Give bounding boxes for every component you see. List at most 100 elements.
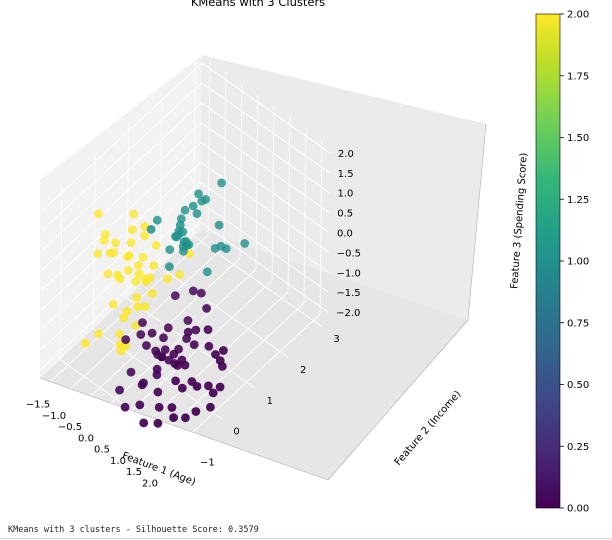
scatter-point	[134, 269, 144, 279]
scatter-point	[132, 292, 142, 302]
scatter-point	[94, 209, 103, 219]
scatter-point	[126, 367, 136, 377]
scatter-point	[126, 238, 136, 248]
gridline	[40, 142, 202, 291]
scatter-point	[137, 380, 147, 390]
scatter-point	[218, 362, 227, 371]
scatter-point	[123, 266, 133, 275]
scatter-point	[165, 262, 174, 271]
gridline	[40, 162, 202, 311]
scatter-point	[204, 341, 214, 351]
z-tick-label: 0.0	[337, 229, 353, 240]
colorbar-tick-label: 0.75	[567, 318, 589, 329]
gridline	[159, 314, 321, 463]
z-tick-label: −1.0	[337, 268, 361, 279]
scatter-point	[131, 277, 141, 286]
gridline	[199, 221, 329, 313]
scatter-point	[94, 329, 103, 339]
scatter-point	[171, 232, 180, 241]
scatter-point	[149, 261, 159, 270]
y-tick-label: 0	[233, 427, 239, 438]
scatter-point	[204, 381, 213, 391]
x-tick-label: 0.5	[94, 445, 110, 456]
colorbar-tick-label: 0.25	[567, 442, 589, 453]
scatter-point	[202, 267, 212, 277]
colorbar-tick-label: 1.00	[567, 257, 589, 268]
scatter-point	[180, 205, 190, 215]
colorbar-tick-label: 1.75	[567, 71, 589, 82]
scatter-point	[217, 178, 227, 188]
scatter-point	[140, 231, 150, 241]
scatter-point	[211, 350, 220, 359]
scatter-point	[111, 238, 120, 248]
scatter-point	[131, 321, 141, 330]
scatter-point	[152, 370, 162, 380]
scatter-point	[123, 252, 133, 262]
scatter-point	[171, 376, 181, 386]
axis-edges	[39, 123, 487, 481]
x-tick-label: −0.5	[58, 422, 82, 433]
scatter-point	[151, 346, 161, 356]
scatter-point	[192, 209, 202, 219]
gridline	[201, 62, 331, 154]
scatter-point	[163, 323, 173, 333]
scatter-point	[192, 382, 202, 391]
y-axis-label: Feature 2 (Income)	[393, 389, 464, 468]
scatter-point	[139, 418, 149, 428]
scatter-point	[169, 413, 179, 422]
gridline	[41, 62, 203, 212]
scatter-point	[188, 201, 198, 211]
x-tick-label: 1.0	[110, 456, 126, 467]
gridline	[200, 122, 330, 213]
scatter-point	[159, 333, 168, 343]
scatter-point	[175, 220, 185, 230]
scatter-point	[165, 245, 175, 255]
gridline	[200, 181, 329, 273]
scatter-point	[216, 241, 226, 251]
scatter-point	[170, 291, 180, 300]
scatter-point	[109, 248, 118, 258]
scatter-point	[167, 403, 177, 412]
gridline	[79, 257, 241, 407]
scatter-point	[177, 383, 187, 393]
gridline	[41, 102, 202, 252]
scatter-point	[136, 330, 146, 339]
scatter-point	[214, 220, 224, 230]
scatter-point	[142, 341, 151, 350]
x-tick-label: 2.0	[142, 478, 158, 489]
scatter-point	[219, 346, 228, 355]
scatter-point	[119, 313, 128, 323]
scatter-point	[194, 189, 203, 199]
scatter-point	[147, 289, 157, 298]
colorbar-tick-label: 2.00	[567, 10, 589, 21]
scatter-point	[188, 286, 198, 296]
scatter-point	[169, 349, 179, 359]
scatter-point	[122, 307, 132, 316]
colorbar	[535, 13, 561, 509]
scatter-point	[197, 196, 207, 206]
tick-labels: −1.5−1.0−0.50.00.51.01.52.0−10123−2.0−1.…	[26, 149, 361, 489]
scatter-point	[115, 340, 125, 350]
scatter-point	[138, 252, 148, 262]
scatter-point	[178, 227, 188, 237]
scatter-point	[202, 304, 212, 313]
scatter-point	[113, 270, 123, 280]
gridline	[200, 162, 330, 253]
y-tick-label: 2	[300, 365, 306, 376]
scatter-point	[181, 241, 191, 250]
scatter-point	[115, 329, 125, 339]
z-tick-label: −2.0	[336, 308, 360, 319]
scatter-point	[152, 215, 162, 225]
colorbar-tick-label: 0.50	[567, 380, 589, 391]
scatter-point	[138, 318, 147, 327]
gridline	[127, 291, 289, 441]
gridline	[143, 302, 305, 452]
scatter-point	[121, 335, 131, 344]
scatter-point	[173, 361, 182, 370]
bottom-border-line	[0, 538, 612, 539]
scatter-point	[140, 302, 150, 311]
scatter-point	[157, 352, 167, 362]
scatter-point	[183, 327, 193, 337]
gridline	[40, 181, 201, 331]
z-axis-label: Feature 3 (Spending Score)	[509, 152, 530, 289]
